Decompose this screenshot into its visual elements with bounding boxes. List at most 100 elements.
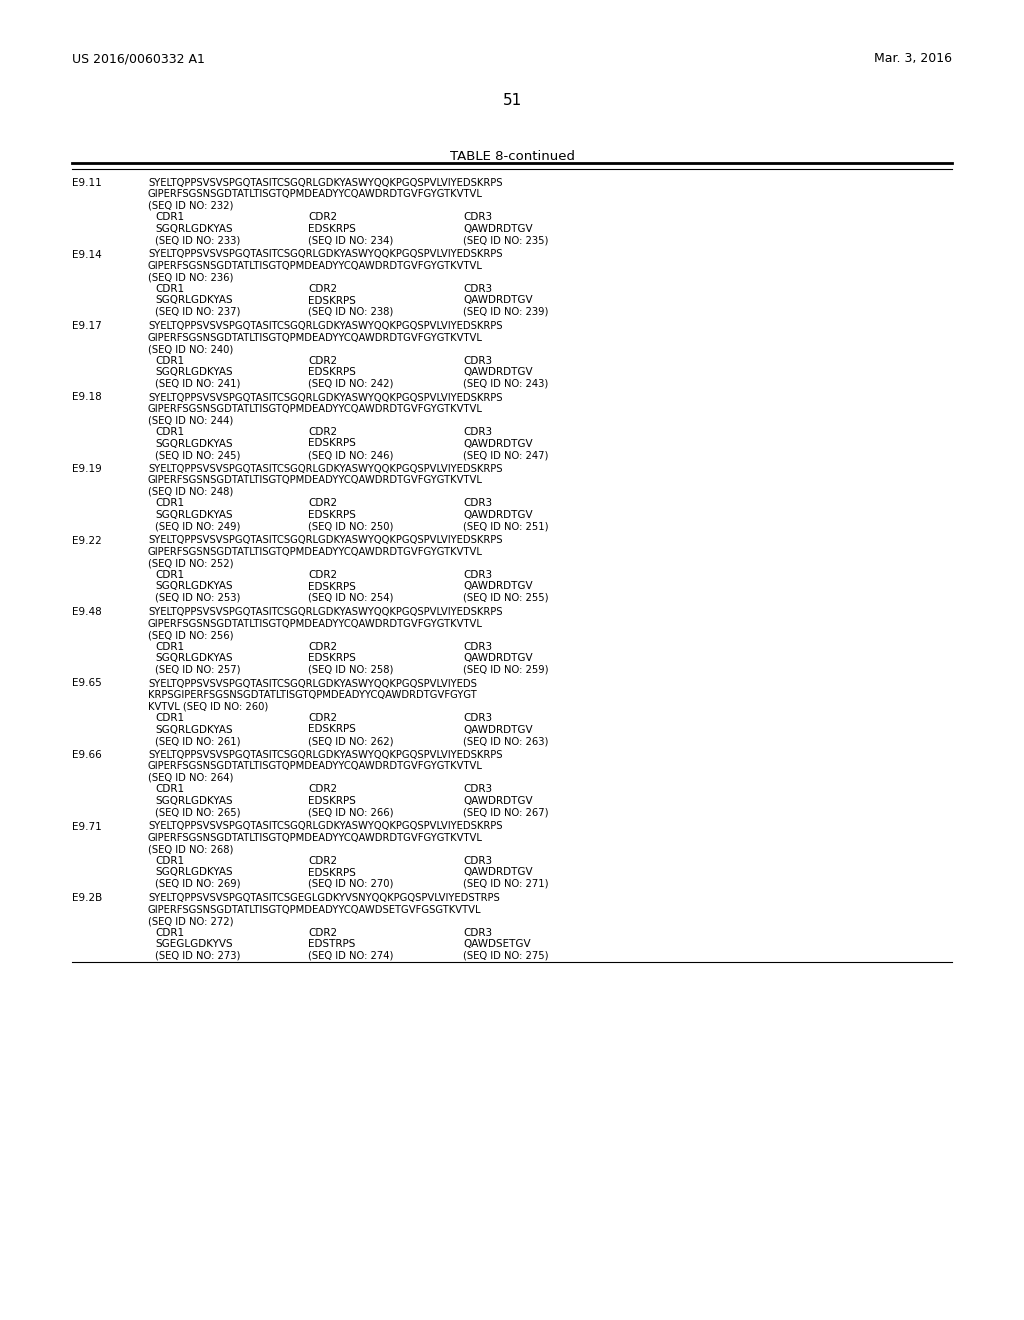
Text: CDR2: CDR2 [308,284,337,294]
Text: SGQRLGDKYAS: SGQRLGDKYAS [155,796,232,807]
Text: (SEQ ID NO: 272): (SEQ ID NO: 272) [148,916,233,927]
Text: (SEQ ID NO: 268): (SEQ ID NO: 268) [148,845,233,854]
Text: CDR3: CDR3 [463,499,493,508]
Text: (SEQ ID NO: 249): (SEQ ID NO: 249) [155,521,241,532]
Text: CDR2: CDR2 [308,355,337,366]
Text: (SEQ ID NO: 246): (SEQ ID NO: 246) [308,450,393,459]
Text: CDR3: CDR3 [463,784,493,795]
Text: EDSKRPS: EDSKRPS [308,224,356,234]
Text: EDSKRPS: EDSKRPS [308,367,356,378]
Text: E9.2B: E9.2B [72,894,102,903]
Text: SYELTQPPSVSVSPGQTASITCSGQRLGDKYASWYQQKPGQSPVLVIYEDSKRPS: SYELTQPPSVSVSPGQTASITCSGQRLGDKYASWYQQKPG… [148,178,503,187]
Text: GIPERFSGSNSGDTATLTISGTQPMDEADYYCQAWDSETGVFGSGTKVTVL: GIPERFSGSNSGDTATLTISGTQPMDEADYYCQAWDSETG… [148,904,481,915]
Text: SYELTQPPSVSVSPGQTASITCSGQRLGDKYASWYQQKPGQSPVLVIYEDSKRPS: SYELTQPPSVSVSPGQTASITCSGQRLGDKYASWYQQKPG… [148,321,503,331]
Text: QAWDRDTGV: QAWDRDTGV [463,367,532,378]
Text: SGQRLGDKYAS: SGQRLGDKYAS [155,438,232,449]
Text: CDR1: CDR1 [155,213,184,223]
Text: (SEQ ID NO: 242): (SEQ ID NO: 242) [308,379,393,388]
Text: (SEQ ID NO: 270): (SEQ ID NO: 270) [308,879,393,888]
Text: CDR3: CDR3 [463,642,493,652]
Text: SGQRLGDKYAS: SGQRLGDKYAS [155,653,232,663]
Text: E9.11: E9.11 [72,178,101,187]
Text: CDR3: CDR3 [463,355,493,366]
Text: KVTVL (SEQ ID NO: 260): KVTVL (SEQ ID NO: 260) [148,701,268,711]
Text: (SEQ ID NO: 266): (SEQ ID NO: 266) [308,808,393,817]
Text: (SEQ ID NO: 258): (SEQ ID NO: 258) [308,664,393,675]
Text: (SEQ ID NO: 275): (SEQ ID NO: 275) [463,950,549,961]
Text: (SEQ ID NO: 264): (SEQ ID NO: 264) [148,774,233,783]
Text: EDSKRPS: EDSKRPS [308,725,356,734]
Text: (SEQ ID NO: 236): (SEQ ID NO: 236) [148,272,233,282]
Text: (SEQ ID NO: 255): (SEQ ID NO: 255) [463,593,549,603]
Text: CDR2: CDR2 [308,855,337,866]
Text: CDR3: CDR3 [463,928,493,937]
Text: (SEQ ID NO: 245): (SEQ ID NO: 245) [155,450,241,459]
Text: CDR1: CDR1 [155,426,184,437]
Text: (SEQ ID NO: 235): (SEQ ID NO: 235) [463,235,549,246]
Text: E9.19: E9.19 [72,465,101,474]
Text: GIPERFSGSNSGDTATLTISGTQPMDEADYYCQAWDRDTGVFGYGTKVTVL: GIPERFSGSNSGDTATLTISGTQPMDEADYYCQAWDRDTG… [148,261,483,271]
Text: GIPERFSGSNSGDTATLTISGTQPMDEADYYCQAWDRDTGVFGYGTKVTVL: GIPERFSGSNSGDTATLTISGTQPMDEADYYCQAWDRDTG… [148,333,483,342]
Text: (SEQ ID NO: 248): (SEQ ID NO: 248) [148,487,233,498]
Text: EDSKRPS: EDSKRPS [308,653,356,663]
Text: 51: 51 [503,92,521,108]
Text: SGEGLGDKYVS: SGEGLGDKYVS [155,939,232,949]
Text: QAWDRDTGV: QAWDRDTGV [463,582,532,591]
Text: Mar. 3, 2016: Mar. 3, 2016 [874,51,952,65]
Text: SYELTQPPSVSVSPGQTASITCSGQRLGDKYASWYQQKPGQSPVLVIYEDSKRPS: SYELTQPPSVSVSPGQTASITCSGQRLGDKYASWYQQKPG… [148,536,503,545]
Text: (SEQ ID NO: 269): (SEQ ID NO: 269) [155,879,241,888]
Text: CDR1: CDR1 [155,355,184,366]
Text: SYELTQPPSVSVSPGQTASITCSGQRLGDKYASWYQQKPGQSPVLVIYEDSKRPS: SYELTQPPSVSVSPGQTASITCSGQRLGDKYASWYQQKPG… [148,465,503,474]
Text: US 2016/0060332 A1: US 2016/0060332 A1 [72,51,205,65]
Text: E9.18: E9.18 [72,392,101,403]
Text: (SEQ ID NO: 238): (SEQ ID NO: 238) [308,308,393,317]
Text: SYELTQPPSVSVSPGQTASITCSGQRLGDKYASWYQQKPGQSPVLVIYEDSKRPS: SYELTQPPSVSVSPGQTASITCSGQRLGDKYASWYQQKPG… [148,607,503,616]
Text: QAWDRDTGV: QAWDRDTGV [463,653,532,663]
Text: SGQRLGDKYAS: SGQRLGDKYAS [155,582,232,591]
Text: (SEQ ID NO: 247): (SEQ ID NO: 247) [463,450,549,459]
Text: CDR1: CDR1 [155,642,184,652]
Text: (SEQ ID NO: 262): (SEQ ID NO: 262) [308,737,393,746]
Text: SGQRLGDKYAS: SGQRLGDKYAS [155,224,232,234]
Text: (SEQ ID NO: 250): (SEQ ID NO: 250) [308,521,393,532]
Text: QAWDRDTGV: QAWDRDTGV [463,725,532,734]
Text: QAWDSETGV: QAWDSETGV [463,939,530,949]
Text: (SEQ ID NO: 234): (SEQ ID NO: 234) [308,235,393,246]
Text: TABLE 8-continued: TABLE 8-continued [450,150,574,162]
Text: GIPERFSGSNSGDTATLTISGTQPMDEADYYCQAWDRDTGVFGYGTKVTVL: GIPERFSGSNSGDTATLTISGTQPMDEADYYCQAWDRDTG… [148,475,483,486]
Text: CDR1: CDR1 [155,928,184,937]
Text: CDR1: CDR1 [155,499,184,508]
Text: (SEQ ID NO: 254): (SEQ ID NO: 254) [308,593,393,603]
Text: QAWDRDTGV: QAWDRDTGV [463,510,532,520]
Text: EDSKRPS: EDSKRPS [308,510,356,520]
Text: CDR3: CDR3 [463,855,493,866]
Text: EDSKRPS: EDSKRPS [308,296,356,305]
Text: EDSKRPS: EDSKRPS [308,796,356,807]
Text: (SEQ ID NO: 239): (SEQ ID NO: 239) [463,308,549,317]
Text: (SEQ ID NO: 233): (SEQ ID NO: 233) [155,235,241,246]
Text: SGQRLGDKYAS: SGQRLGDKYAS [155,725,232,734]
Text: CDR1: CDR1 [155,855,184,866]
Text: E9.17: E9.17 [72,321,101,331]
Text: (SEQ ID NO: 232): (SEQ ID NO: 232) [148,201,233,211]
Text: CDR3: CDR3 [463,570,493,579]
Text: CDR3: CDR3 [463,426,493,437]
Text: GIPERFSGSNSGDTATLTISGTQPMDEADYYCQAWDRDTGVFGYGTKVTVL: GIPERFSGSNSGDTATLTISGTQPMDEADYYCQAWDRDTG… [148,546,483,557]
Text: (SEQ ID NO: 273): (SEQ ID NO: 273) [155,950,241,961]
Text: CDR2: CDR2 [308,642,337,652]
Text: CDR2: CDR2 [308,784,337,795]
Text: E9.14: E9.14 [72,249,101,260]
Text: (SEQ ID NO: 244): (SEQ ID NO: 244) [148,416,233,425]
Text: GIPERFSGSNSGDTATLTISGTQPMDEADYYCQAWDRDTGVFGYGTKVTVL: GIPERFSGSNSGDTATLTISGTQPMDEADYYCQAWDRDTG… [148,619,483,628]
Text: CDR1: CDR1 [155,713,184,723]
Text: SYELTQPPSVSVSPGQTASITCSGQRLGDKYASWYQQKPGQSPVLVIYEDSKRPS: SYELTQPPSVSVSPGQTASITCSGQRLGDKYASWYQQKPG… [148,821,503,832]
Text: CDR2: CDR2 [308,213,337,223]
Text: (SEQ ID NO: 274): (SEQ ID NO: 274) [308,950,393,961]
Text: CDR3: CDR3 [463,713,493,723]
Text: EDSTRPS: EDSTRPS [308,939,355,949]
Text: EDSKRPS: EDSKRPS [308,438,356,449]
Text: CDR2: CDR2 [308,713,337,723]
Text: E9.71: E9.71 [72,821,101,832]
Text: (SEQ ID NO: 252): (SEQ ID NO: 252) [148,558,233,569]
Text: (SEQ ID NO: 271): (SEQ ID NO: 271) [463,879,549,888]
